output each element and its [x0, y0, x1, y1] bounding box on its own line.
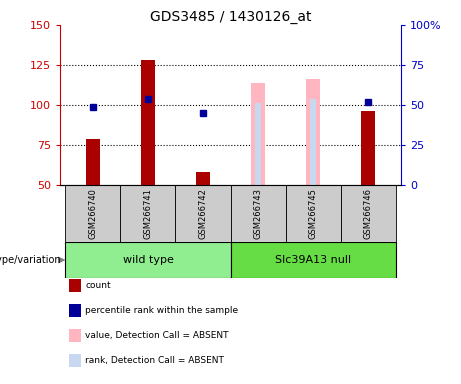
Bar [310, 99, 316, 185]
Title: GDS3485 / 1430126_at: GDS3485 / 1430126_at [150, 10, 311, 24]
Text: GSM266741: GSM266741 [143, 188, 153, 239]
Text: wild type: wild type [123, 255, 173, 265]
Bar [196, 172, 210, 185]
Text: GSM266745: GSM266745 [308, 188, 318, 239]
Bar [255, 103, 261, 185]
Text: GSM266743: GSM266743 [254, 188, 262, 239]
Bar [141, 60, 155, 185]
Text: percentile rank within the sample: percentile rank within the sample [85, 306, 238, 315]
Bar [120, 185, 176, 242]
Bar [65, 242, 230, 278]
Text: Slc39A13 null: Slc39A13 null [275, 255, 351, 265]
Text: count: count [85, 281, 111, 290]
Bar [251, 83, 265, 185]
Text: rank, Detection Call = ABSENT: rank, Detection Call = ABSENT [85, 356, 224, 365]
Bar [285, 185, 341, 242]
Text: GSM266746: GSM266746 [364, 188, 372, 239]
Text: value, Detection Call = ABSENT: value, Detection Call = ABSENT [85, 331, 229, 340]
Text: GSM266742: GSM266742 [199, 188, 207, 239]
Text: GSM266740: GSM266740 [89, 188, 97, 239]
Bar [361, 111, 375, 185]
Text: genotype/variation: genotype/variation [0, 255, 61, 265]
Bar [176, 185, 230, 242]
Bar [86, 139, 100, 185]
Bar [306, 79, 320, 185]
Bar [65, 185, 120, 242]
Bar [230, 185, 285, 242]
Bar [341, 185, 396, 242]
Bar [230, 242, 396, 278]
